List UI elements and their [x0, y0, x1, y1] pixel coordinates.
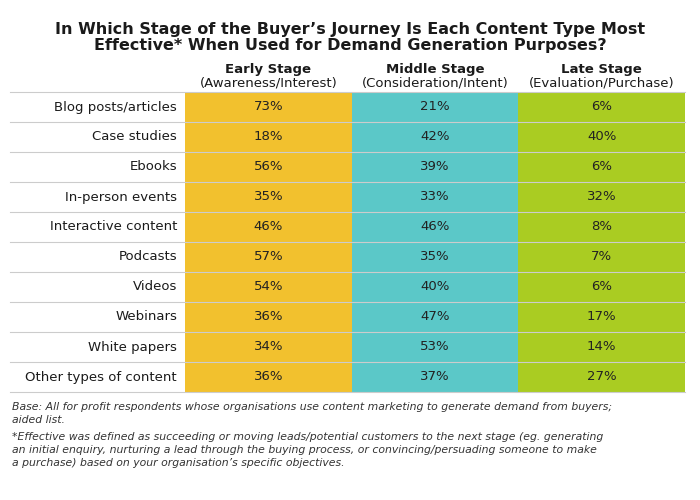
- Text: 35%: 35%: [420, 250, 450, 264]
- Text: 37%: 37%: [420, 370, 450, 384]
- Text: 40%: 40%: [587, 130, 617, 143]
- Text: (Evaluation/Purchase): (Evaluation/Purchase): [529, 77, 675, 90]
- Bar: [518, 332, 685, 362]
- Text: In Which Stage of the Buyer’s Journey Is Each Content Type Most: In Which Stage of the Buyer’s Journey Is…: [55, 22, 645, 37]
- Text: 56%: 56%: [253, 160, 283, 173]
- Text: 42%: 42%: [420, 130, 449, 143]
- Bar: [185, 152, 351, 182]
- Text: Ebooks: Ebooks: [130, 160, 177, 173]
- Bar: [518, 152, 685, 182]
- Text: Middle Stage: Middle Stage: [386, 63, 484, 76]
- Bar: [185, 92, 351, 122]
- Text: 73%: 73%: [253, 100, 283, 114]
- Bar: [351, 272, 518, 302]
- Text: 6%: 6%: [592, 280, 612, 293]
- Text: Podcasts: Podcasts: [118, 250, 177, 264]
- Bar: [518, 362, 685, 392]
- Text: In-person events: In-person events: [65, 190, 177, 203]
- Text: 53%: 53%: [420, 340, 450, 353]
- Bar: [185, 332, 351, 362]
- Bar: [518, 272, 685, 302]
- Bar: [185, 122, 351, 152]
- Text: Other types of content: Other types of content: [25, 370, 177, 384]
- Bar: [518, 302, 685, 332]
- Bar: [351, 122, 518, 152]
- Bar: [185, 302, 351, 332]
- Bar: [185, 242, 351, 272]
- Text: 57%: 57%: [253, 250, 283, 264]
- Text: 46%: 46%: [253, 220, 283, 234]
- Text: 36%: 36%: [253, 370, 283, 384]
- Text: 21%: 21%: [420, 100, 450, 114]
- Text: Base: All for profit respondents whose organisations use content marketing to ge: Base: All for profit respondents whose o…: [12, 402, 612, 425]
- Bar: [185, 362, 351, 392]
- Bar: [518, 92, 685, 122]
- Text: Case studies: Case studies: [92, 130, 177, 143]
- Text: 14%: 14%: [587, 340, 617, 353]
- Bar: [518, 122, 685, 152]
- Text: (Consideration/Intent): (Consideration/Intent): [362, 77, 508, 90]
- Bar: [351, 242, 518, 272]
- Text: 39%: 39%: [420, 160, 449, 173]
- Bar: [351, 332, 518, 362]
- Text: 34%: 34%: [253, 340, 283, 353]
- Text: 54%: 54%: [253, 280, 283, 293]
- Text: Late Stage: Late Stage: [561, 63, 642, 76]
- Text: 47%: 47%: [420, 310, 449, 324]
- Text: Effective* When Used for Demand Generation Purposes?: Effective* When Used for Demand Generati…: [94, 38, 606, 53]
- Bar: [185, 182, 351, 212]
- Bar: [185, 272, 351, 302]
- Text: Blog posts/articles: Blog posts/articles: [55, 100, 177, 114]
- Text: White papers: White papers: [88, 340, 177, 353]
- Text: 6%: 6%: [592, 160, 612, 173]
- Text: Interactive content: Interactive content: [50, 220, 177, 234]
- Text: 46%: 46%: [420, 220, 449, 234]
- Bar: [518, 242, 685, 272]
- Bar: [185, 212, 351, 242]
- Text: Webinars: Webinars: [115, 310, 177, 324]
- Text: 8%: 8%: [592, 220, 612, 234]
- Text: 40%: 40%: [420, 280, 449, 293]
- Bar: [518, 212, 685, 242]
- Text: 27%: 27%: [587, 370, 617, 384]
- Text: 17%: 17%: [587, 310, 617, 324]
- Text: 7%: 7%: [591, 250, 612, 264]
- Bar: [351, 92, 518, 122]
- Text: 35%: 35%: [253, 190, 283, 203]
- Text: 6%: 6%: [592, 100, 612, 114]
- Bar: [351, 182, 518, 212]
- Text: (Awareness/Interest): (Awareness/Interest): [199, 77, 337, 90]
- Bar: [351, 362, 518, 392]
- Bar: [351, 212, 518, 242]
- Text: 33%: 33%: [420, 190, 450, 203]
- Text: Videos: Videos: [132, 280, 177, 293]
- Bar: [351, 302, 518, 332]
- Text: 32%: 32%: [587, 190, 617, 203]
- Text: *Effective was defined as succeeding or moving leads/potential customers to the : *Effective was defined as succeeding or …: [12, 432, 603, 469]
- Text: 18%: 18%: [253, 130, 283, 143]
- Bar: [351, 152, 518, 182]
- Bar: [518, 182, 685, 212]
- Text: 36%: 36%: [253, 310, 283, 324]
- Text: Early Stage: Early Stage: [225, 63, 312, 76]
